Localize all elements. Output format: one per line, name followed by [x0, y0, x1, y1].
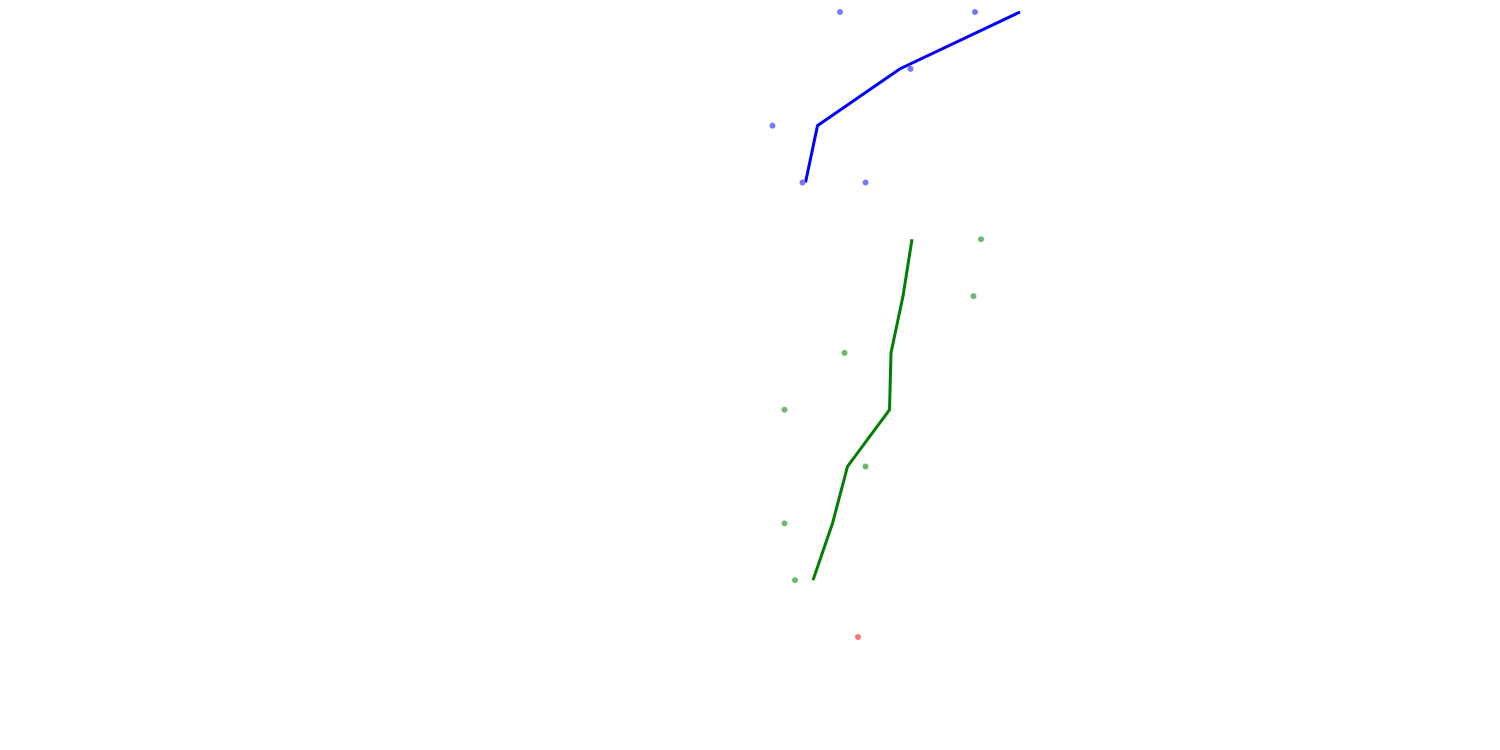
series-2-point-0 — [855, 634, 861, 640]
points-layer — [769, 9, 984, 640]
series-1-line — [811, 239, 914, 581]
series-1-point-5 — [781, 520, 788, 527]
series-0-point-1 — [972, 9, 978, 15]
series-0-line — [804, 10, 1021, 183]
series-1-point-3 — [781, 406, 788, 413]
series-1-point-4 — [862, 463, 869, 470]
series-1-point-1 — [970, 293, 977, 300]
series-1-point-2 — [841, 349, 848, 356]
series-0-point-0 — [837, 9, 843, 15]
series-0-point-5 — [862, 179, 869, 186]
series-0-point-2 — [907, 65, 914, 72]
series-1-point-6 — [792, 577, 798, 584]
series-0-point-3 — [769, 122, 776, 129]
series-1-point-0 — [978, 236, 984, 243]
series-0-point-4 — [799, 179, 806, 186]
lines-layer — [804, 10, 1021, 581]
